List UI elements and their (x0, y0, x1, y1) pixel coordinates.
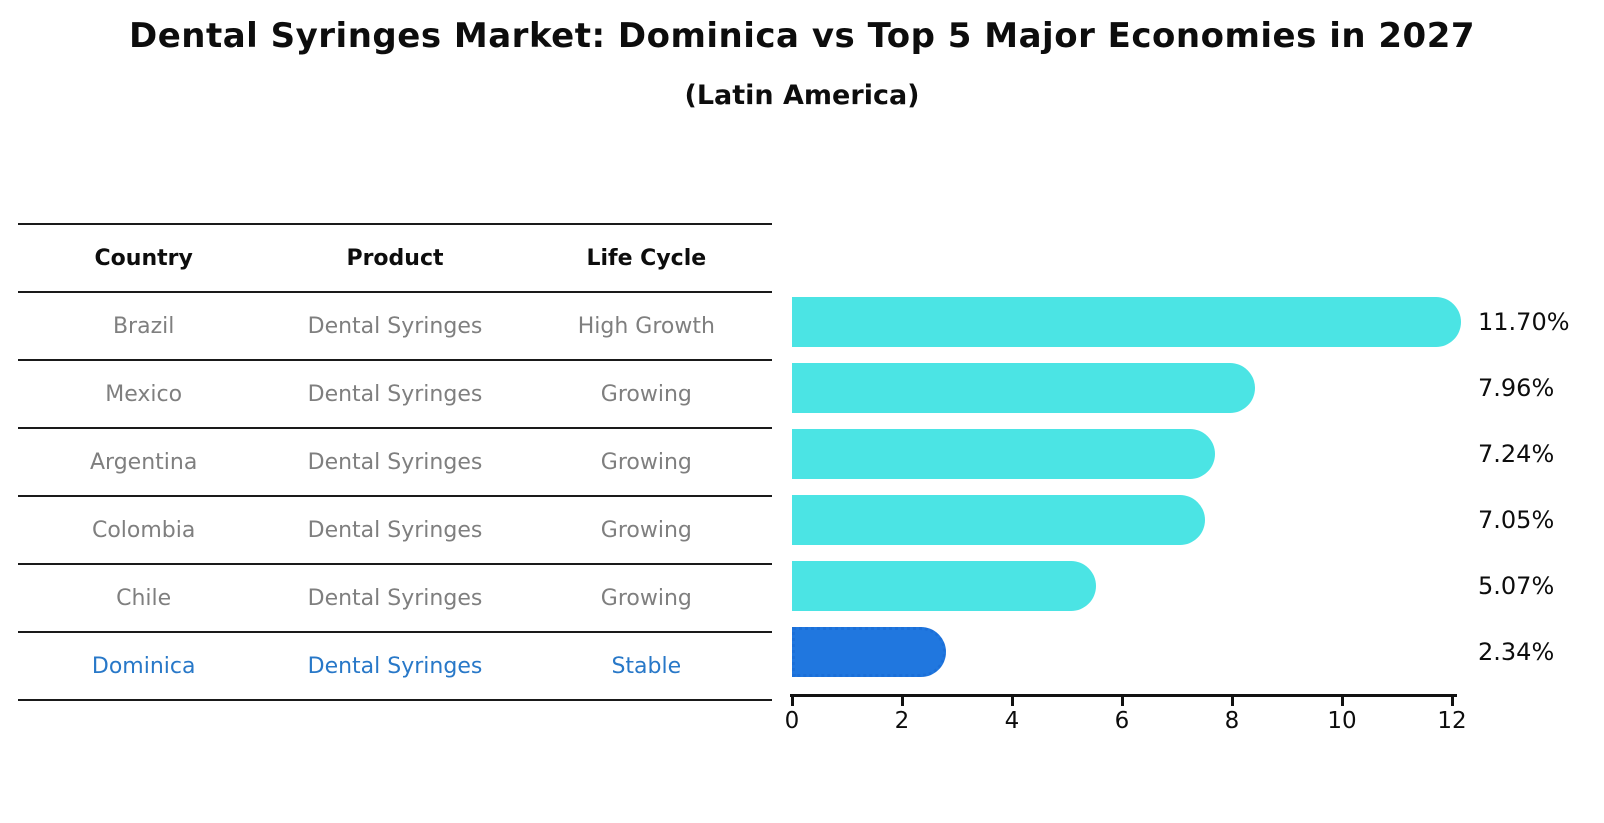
x-tick-mark (1010, 697, 1014, 706)
country-cell: Mexico (105, 381, 183, 407)
life-cycle-cell: Stable (611, 653, 682, 679)
bar-mexico (792, 363, 1255, 413)
country-cell: Chile (116, 585, 172, 611)
product-cell: Dental Syringes (307, 313, 483, 339)
bar-value-label: 5.07% (1478, 572, 1555, 600)
bar-colombia (792, 495, 1205, 545)
x-tick-label: 6 (1114, 708, 1130, 734)
table-row: Argentina Dental Syringes Growing (18, 429, 772, 497)
country-cell: Colombia (91, 517, 196, 543)
x-tick-label: 4 (1004, 708, 1020, 734)
table-row: Colombia Dental Syringes Growing (18, 497, 772, 565)
country-cell: Dominica (91, 653, 196, 679)
column-header: Life Cycle (586, 245, 707, 271)
life-cycle-cell: Growing (600, 585, 692, 611)
country-cell: Argentina (90, 449, 198, 475)
chart-subtitle: (Latin America) (684, 80, 920, 111)
x-tick-mark (1450, 697, 1454, 706)
x-axis-line (790, 694, 1457, 697)
product-cell: Dental Syringes (307, 449, 483, 475)
life-cycle-cell: Growing (600, 517, 692, 543)
table-header-row: Country Product Life Cycle (18, 223, 772, 293)
column-header: Country (94, 245, 193, 271)
bar-brazil (792, 297, 1461, 347)
bar-chile (792, 561, 1096, 611)
x-tick-mark (790, 697, 794, 706)
bar-value-label: 7.05% (1478, 506, 1555, 534)
country-table: Country Product Life Cycle Brazil Dental Sy… (18, 223, 772, 701)
bar-value-label: 2.34% (1478, 638, 1555, 666)
x-tick-label: 8 (1224, 708, 1240, 734)
x-tick-mark (900, 697, 904, 706)
product-cell: Dental Syringes (307, 585, 483, 611)
x-tick-label: 0 (784, 708, 800, 734)
product-cell: Dental Syringes (307, 517, 483, 543)
x-tick-label: 2 (894, 708, 910, 734)
column-header: Product (346, 245, 444, 271)
x-tick-mark (1340, 697, 1344, 706)
chart-title: Dental Syringes Market: Dominica vs Top … (128, 16, 1476, 56)
product-cell: Dental Syringes (307, 653, 483, 679)
life-cycle-cell: Growing (600, 381, 692, 407)
x-tick-label: 10 (1327, 708, 1357, 734)
table-body: Brazil Dental Syringes High Growth Mexico De… (18, 293, 772, 701)
table-row: Dominica Dental Syringes Stable (18, 633, 772, 701)
table-row: Brazil Dental Syringes High Growth (18, 293, 772, 361)
country-cell: Brazil (112, 313, 175, 339)
x-tick-mark (1120, 697, 1124, 706)
table-row: Chile Dental Syringes Growing (18, 565, 772, 633)
life-cycle-cell: High Growth (577, 313, 715, 339)
x-tick-mark (1230, 697, 1234, 706)
table-row: Mexico Dental Syringes Growing (18, 361, 772, 429)
bar-dominica (792, 627, 946, 677)
bar-argentina (792, 429, 1216, 479)
x-tick-label: 12 (1437, 708, 1467, 734)
bar-value-label: 11.70% (1478, 308, 1570, 336)
bar-value-label: 7.24% (1478, 440, 1555, 468)
product-cell: Dental Syringes (307, 381, 483, 407)
life-cycle-cell: Growing (600, 449, 692, 475)
bar-value-label: 7.96% (1478, 374, 1555, 402)
